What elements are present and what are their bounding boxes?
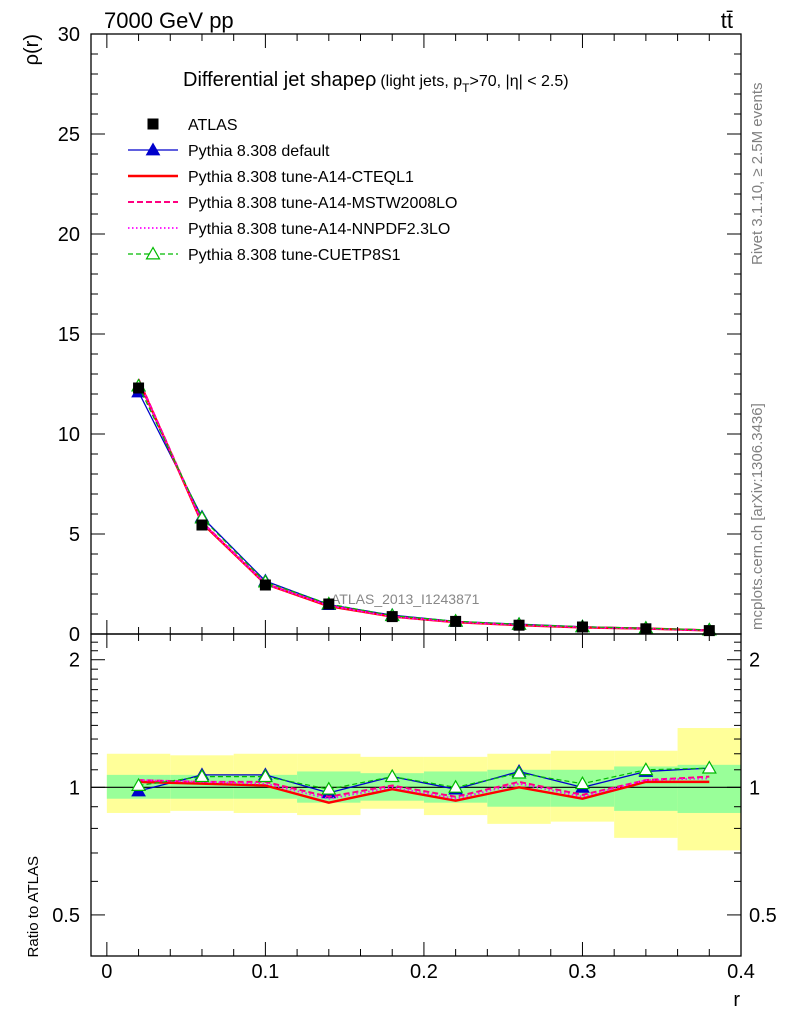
ratio-marker-cuetp8s1 bbox=[257, 768, 273, 783]
y-tick-label-top: 25 bbox=[58, 124, 80, 146]
y-tick-label-top: 5 bbox=[69, 524, 80, 546]
ratio-marker-cuetp8s1 bbox=[384, 768, 400, 783]
ratio-line-default bbox=[138, 767, 710, 794]
ratio-marker-cuetp8s1 bbox=[194, 768, 210, 783]
y-tick-label-bottom-left: 1 bbox=[69, 777, 80, 799]
ratio-line-mstw bbox=[138, 775, 710, 798]
legend-label: Pythia 8.308 default bbox=[188, 143, 330, 160]
chart-title: Differential jet shapeρ (light jets, pT>7… bbox=[183, 69, 569, 95]
legend-entry-cuetp8s1: Pythia 8.308 tune-CUETP8S1 bbox=[128, 246, 401, 264]
y-tick-label-bottom-right: 2 bbox=[749, 650, 760, 672]
y-tick-label-top: 0 bbox=[69, 624, 80, 646]
x-tick-label: 0.4 bbox=[727, 961, 755, 983]
y-tick-label-bottom-left: 0.5 bbox=[52, 905, 80, 927]
side-label-top: Rivet 3.1.10, ≥ 2.5M events bbox=[749, 83, 766, 266]
analysis-watermark: ATLAS_2013_I1243871 bbox=[331, 591, 480, 607]
y-tick-label-bottom-right: 0.5 bbox=[749, 905, 777, 927]
legend-entry-atlas: ATLAS bbox=[147, 117, 238, 134]
legend-marker-default bbox=[145, 142, 161, 156]
legend-label: Pythia 8.308 tune-A14-NNPDF2.3LO bbox=[188, 221, 450, 238]
uncertainty-bands bbox=[106, 728, 741, 851]
y-tick-label-bottom-left: 2 bbox=[69, 650, 80, 672]
legend-label: Pythia 8.308 tune-CUETP8S1 bbox=[188, 247, 401, 264]
y-axis-label-top: ρ(r) bbox=[21, 34, 43, 65]
legend-entry-default: Pythia 8.308 default bbox=[128, 142, 330, 160]
legend-label: ATLAS bbox=[188, 117, 238, 134]
marker-atlas bbox=[513, 619, 525, 631]
legend-marker-atlas bbox=[147, 118, 159, 130]
ratio-marker-cuetp8s1 bbox=[448, 779, 464, 793]
ratio-marker-cuetp8s1 bbox=[511, 765, 527, 779]
y-tick-label-top: 20 bbox=[58, 224, 80, 246]
chart-title-subscript: T bbox=[462, 81, 470, 95]
ratio-marker-cuetp8s1 bbox=[131, 777, 147, 791]
marker-atlas bbox=[323, 598, 335, 610]
x-tick-label: 0.2 bbox=[410, 961, 438, 983]
ratio-marker-cuetp8s1 bbox=[701, 760, 717, 774]
legend-entry-nnpdf: Pythia 8.308 tune-A14-NNPDF2.3LO bbox=[128, 221, 450, 238]
legend-marker-cuetp8s1 bbox=[145, 246, 161, 260]
legend-entry-mstw: Pythia 8.308 tune-A14-MSTW2008LO bbox=[128, 195, 457, 212]
y-tick-label-top: 30 bbox=[58, 24, 80, 46]
y-tick-label-top: 15 bbox=[58, 324, 80, 346]
energy-label: 7000 GeV pp bbox=[104, 8, 234, 33]
x-tick-label: 0.1 bbox=[251, 961, 279, 983]
marker-atlas bbox=[196, 519, 208, 531]
chart-title-rest: >70, |η| < 2.5) bbox=[470, 73, 569, 90]
legend: ATLAS Pythia 8.308 default Pythia 8.308 tu… bbox=[128, 117, 457, 264]
chart-title-main: Differential jet shapeρ bbox=[183, 69, 376, 91]
legend-label: Pythia 8.308 tune-A14-MSTW2008LO bbox=[188, 195, 457, 212]
ratio-marker-cuetp8s1 bbox=[574, 775, 590, 790]
marker-atlas bbox=[133, 382, 145, 394]
ratio-line-nnpdf bbox=[138, 777, 710, 800]
side-label-bottom: mcplots.cern.ch [arXiv:1306.3436] bbox=[749, 403, 766, 630]
y-axis-label-bottom: Ratio to ATLAS bbox=[25, 856, 42, 957]
legend-label: Pythia 8.308 tune-A14-CTEQL1 bbox=[188, 169, 414, 186]
marker-atlas bbox=[386, 611, 398, 623]
y-tick-label-bottom-right: 1 bbox=[749, 777, 760, 799]
series-line-nnpdf bbox=[137, 379, 710, 632]
y-tick-label-top: 10 bbox=[58, 424, 80, 446]
legend-entry-cteql1: Pythia 8.308 tune-A14-CTEQL1 bbox=[128, 169, 414, 186]
bottom-panel-frame bbox=[90, 633, 742, 957]
ratio-line-cteql1 bbox=[138, 780, 710, 804]
chart-title-sub: (light jets, p bbox=[380, 73, 462, 90]
ratio-line-cuetp8s1 bbox=[138, 767, 710, 790]
marker-atlas bbox=[450, 615, 462, 627]
marker-atlas bbox=[259, 579, 271, 591]
process-label: tt̄ bbox=[721, 8, 733, 33]
ratio-marker-cuetp8s1 bbox=[321, 781, 337, 795]
x-tick-label: 0 bbox=[101, 961, 112, 983]
axes: 0 0.1 0.2 0.3 0.4 0 5 10 15 20 25 30 0.5 0.5 1 1 2 2 bbox=[52, 24, 777, 983]
ratio-marker-cuetp8s1 bbox=[638, 762, 654, 776]
x-tick-label: 0.3 bbox=[569, 961, 597, 983]
x-axis-label: r bbox=[733, 989, 740, 1011]
